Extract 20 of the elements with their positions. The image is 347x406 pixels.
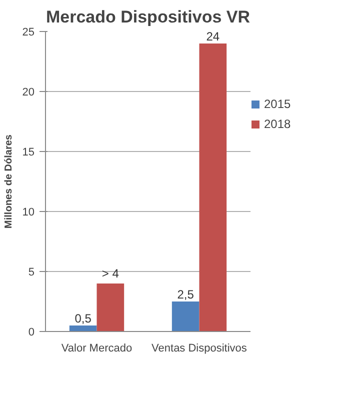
y-tick-label: 15: [22, 146, 35, 158]
bar: [172, 302, 200, 332]
y-tick-label: 5: [28, 266, 35, 278]
chart-title: Mercado Dispositivos VR: [46, 8, 250, 26]
y-axis-title: Millones de Dólares: [3, 134, 14, 228]
y-tick-label: 20: [22, 86, 35, 98]
legend-label: 2015: [264, 97, 291, 111]
bar: [69, 326, 97, 332]
data-label: > 4: [102, 266, 120, 280]
x-tick-label: Valor Mercado: [61, 342, 132, 354]
y-tick-label: 0: [28, 326, 35, 338]
data-label: 0,5: [74, 312, 92, 326]
bar: [199, 44, 227, 332]
data-label: 24: [206, 30, 220, 44]
y-tick-label: 10: [22, 206, 35, 218]
y-tick-label: 25: [22, 26, 35, 38]
data-label: 2,5: [177, 288, 194, 302]
x-tick-label: Ventas Dispositivos: [152, 342, 248, 354]
legend-label: 2018: [264, 117, 291, 131]
bar: [96, 284, 124, 332]
